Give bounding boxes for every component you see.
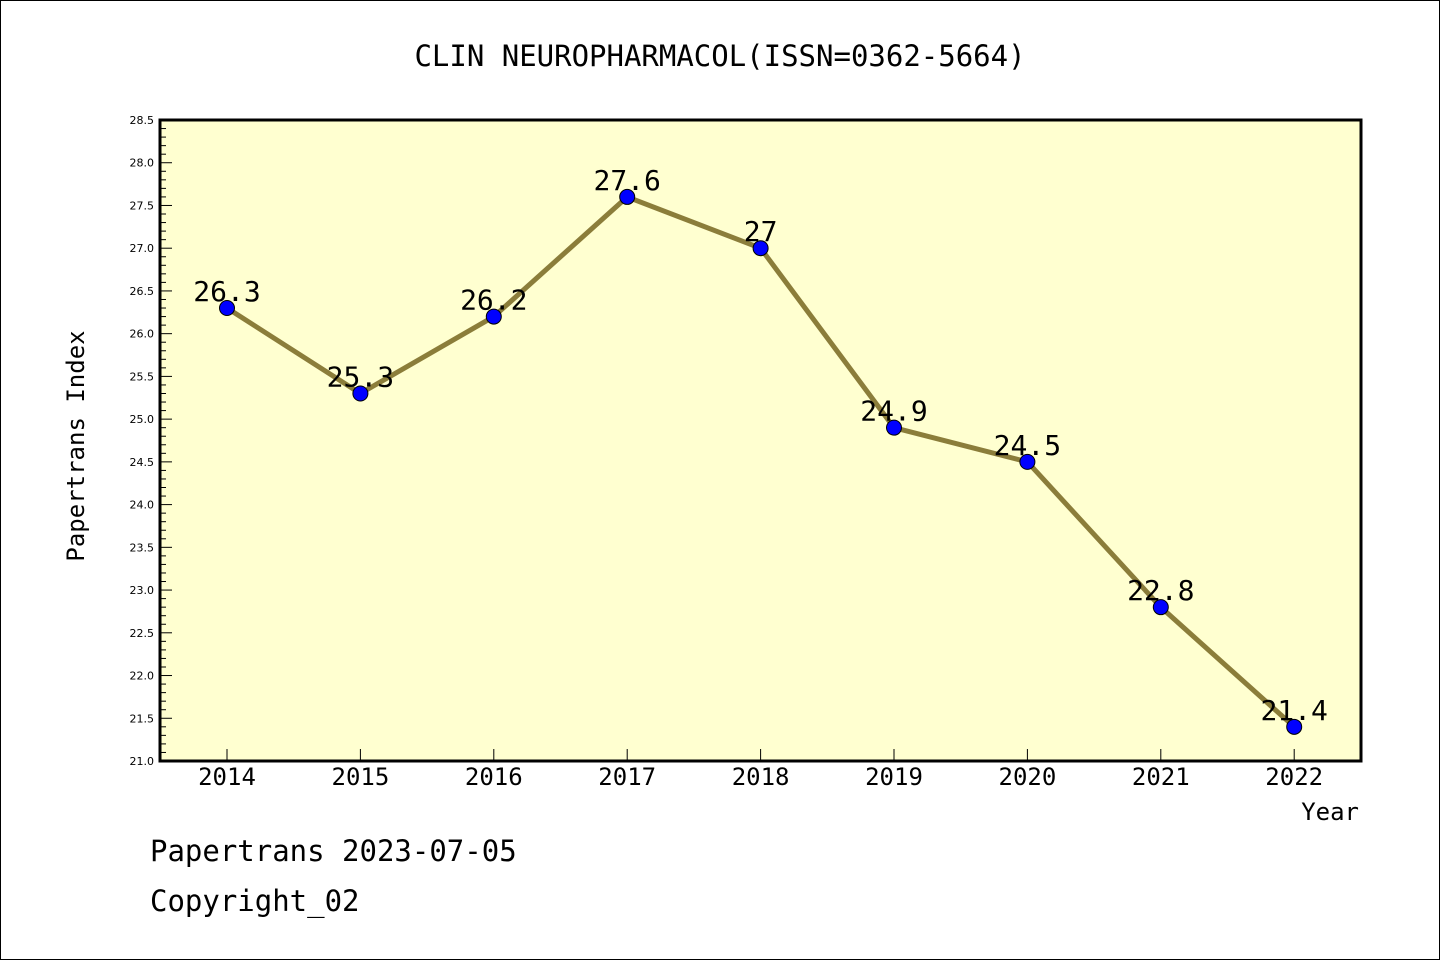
- y-tick-label: 26.0: [130, 328, 155, 341]
- x-tick-label: 2014: [198, 763, 256, 791]
- data-markers: [219, 188, 1303, 735]
- x-tick-label: 2016: [465, 763, 523, 791]
- data-label: 27: [744, 215, 778, 248]
- data-label: 26.2: [460, 284, 527, 317]
- data-label: 22.8: [1127, 574, 1194, 607]
- data-point: [1286, 718, 1303, 735]
- data-label: 27.6: [593, 164, 660, 197]
- data-point: [219, 300, 235, 317]
- plot-border: [158, 118, 1363, 763]
- y-tick-label: 23.5: [130, 541, 155, 554]
- data-point: [752, 240, 769, 257]
- y-tick-label: 21.0: [130, 755, 155, 768]
- data-label: 24.9: [860, 395, 927, 428]
- chart-title: CLIN NEUROPHARMACOL(ISSN=0362-5664): [414, 39, 1025, 73]
- y-tick-label: 27.0: [130, 242, 155, 255]
- x-axis: 2014 2015 2016 2017 2018 2019 2020 2021 2022: [198, 749, 1323, 791]
- y-tick-label: 25.5: [130, 370, 155, 383]
- footer-copyright: Copyright_02: [150, 884, 360, 918]
- data-point: [485, 308, 502, 325]
- y-tick-label: 24.5: [130, 456, 155, 469]
- y-tick-label: 21.5: [130, 712, 155, 725]
- x-tick-label: 2021: [1132, 763, 1190, 791]
- x-tick-label: 2017: [598, 763, 656, 791]
- data-point: [1019, 453, 1036, 470]
- data-label: 26.3: [193, 275, 260, 308]
- x-tick-label: 2022: [1265, 763, 1323, 791]
- plot-area: [160, 120, 1361, 761]
- data-point: [1152, 599, 1169, 616]
- data-point: [619, 188, 636, 205]
- footer-date: Papertrans 2023-07-05: [150, 834, 517, 868]
- y-tick-label: 22.0: [130, 670, 155, 683]
- y-axis: 21.0 21.5 22.0 22.5 23.0 23.5 24.0 24.5 25.0 25.5…: [130, 114, 172, 768]
- y-tick-label: 22.5: [130, 627, 155, 640]
- data-label: 25.3: [327, 360, 394, 393]
- data-label: 24.5: [994, 429, 1061, 462]
- x-axis-label: Year: [1301, 798, 1359, 826]
- data-point: [886, 419, 902, 436]
- y-tick-label: 25.0: [130, 413, 155, 426]
- data-point: [352, 385, 369, 402]
- y-tick-label: 23.0: [130, 584, 155, 597]
- y-tick-label: 24.0: [130, 499, 155, 512]
- x-tick-label: 2020: [999, 763, 1057, 791]
- y-tick-label: 26.5: [130, 285, 155, 298]
- x-tick-label: 2019: [865, 763, 923, 791]
- data-label: 21.4: [1260, 694, 1327, 727]
- data-labels: 26.3 25.3 26.2 27.6 27 24.9 24.5 22.8 21.4: [193, 164, 1328, 727]
- y-tick-label: 28.0: [130, 157, 155, 170]
- y-tick-label: 28.5: [130, 114, 155, 127]
- x-tick-label: 2015: [332, 763, 390, 791]
- y-axis-label: Papertrans Index: [62, 330, 90, 561]
- y-tick-label: 27.5: [130, 199, 155, 212]
- x-tick-label: 2018: [732, 763, 790, 791]
